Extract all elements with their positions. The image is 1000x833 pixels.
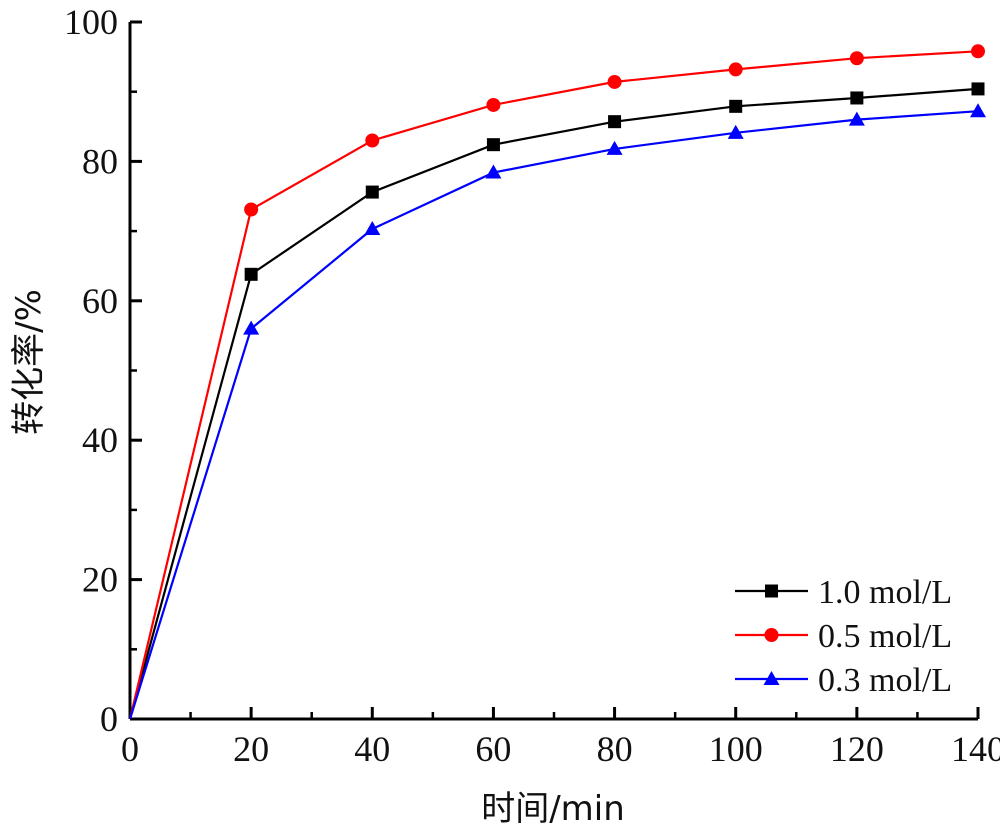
- data-point: [364, 221, 381, 236]
- x-axis: 0 20 40 60 80 100 120 140: [121, 707, 1000, 769]
- x-tick-label: 20: [233, 729, 269, 769]
- x-tick-label: 80: [597, 729, 633, 769]
- y-tick-label: 80: [82, 141, 118, 181]
- data-point: [243, 320, 260, 335]
- series-line: [128, 50, 979, 720]
- data-point: [971, 44, 985, 59]
- data-point: [607, 74, 622, 89]
- y-tick-label: 60: [82, 281, 118, 321]
- y-axis-title: 转化率/%: [9, 289, 49, 435]
- x-tick-label: 100: [709, 729, 763, 769]
- y-tick-label: 20: [82, 560, 118, 600]
- legend-item: 0.5 mol/L: [735, 618, 952, 655]
- data-point: [365, 133, 380, 148]
- data-point: [729, 99, 743, 113]
- data-point: [244, 202, 259, 217]
- y-axis: 0 20 40 60 80 100: [64, 2, 142, 739]
- series-1: [128, 82, 985, 720]
- legend-marker: [763, 671, 780, 685]
- series-line: [128, 87, 979, 720]
- data-point: [486, 138, 500, 152]
- data-point: [606, 140, 623, 155]
- legend-label: 0.3 mol/L: [818, 662, 952, 699]
- x-tick-label: 60: [475, 729, 511, 769]
- legend-label: 0.5 mol/L: [818, 618, 952, 655]
- legend-marker: [764, 628, 779, 642]
- data-point: [365, 185, 379, 199]
- data-point: [728, 62, 743, 77]
- legend-item: 0.3 mol/L: [735, 662, 952, 699]
- data-point: [849, 51, 864, 66]
- legend-marker: [765, 584, 778, 598]
- series-line: [128, 110, 979, 720]
- x-tick-label: 0: [121, 729, 139, 769]
- legend: 1.0 mol/L 0.5 mol/L 0.3 mol/L: [735, 574, 952, 699]
- data-point: [970, 103, 986, 118]
- data-point: [971, 82, 985, 96]
- legend-label: 1.0 mol/L: [818, 574, 952, 611]
- series-3: [128, 103, 986, 720]
- data-point: [244, 267, 258, 281]
- x-tick-label: 40: [354, 729, 390, 769]
- x-tick-label: 140: [951, 729, 1000, 769]
- data-point: [850, 91, 864, 105]
- x-axis-title: 时间/min: [481, 789, 625, 829]
- x-tick-label: 120: [830, 729, 884, 769]
- data-point: [727, 124, 744, 139]
- data-point: [485, 164, 502, 179]
- series-2: [128, 44, 985, 720]
- data-point: [608, 115, 622, 129]
- legend-item: 1.0 mol/L: [735, 574, 952, 611]
- y-tick-label: 40: [82, 420, 118, 460]
- y-tick-label: 0: [100, 699, 118, 739]
- data-point: [486, 97, 501, 112]
- y-tick-label: 100: [64, 2, 118, 42]
- series-layer: [128, 44, 986, 720]
- data-point: [848, 111, 865, 126]
